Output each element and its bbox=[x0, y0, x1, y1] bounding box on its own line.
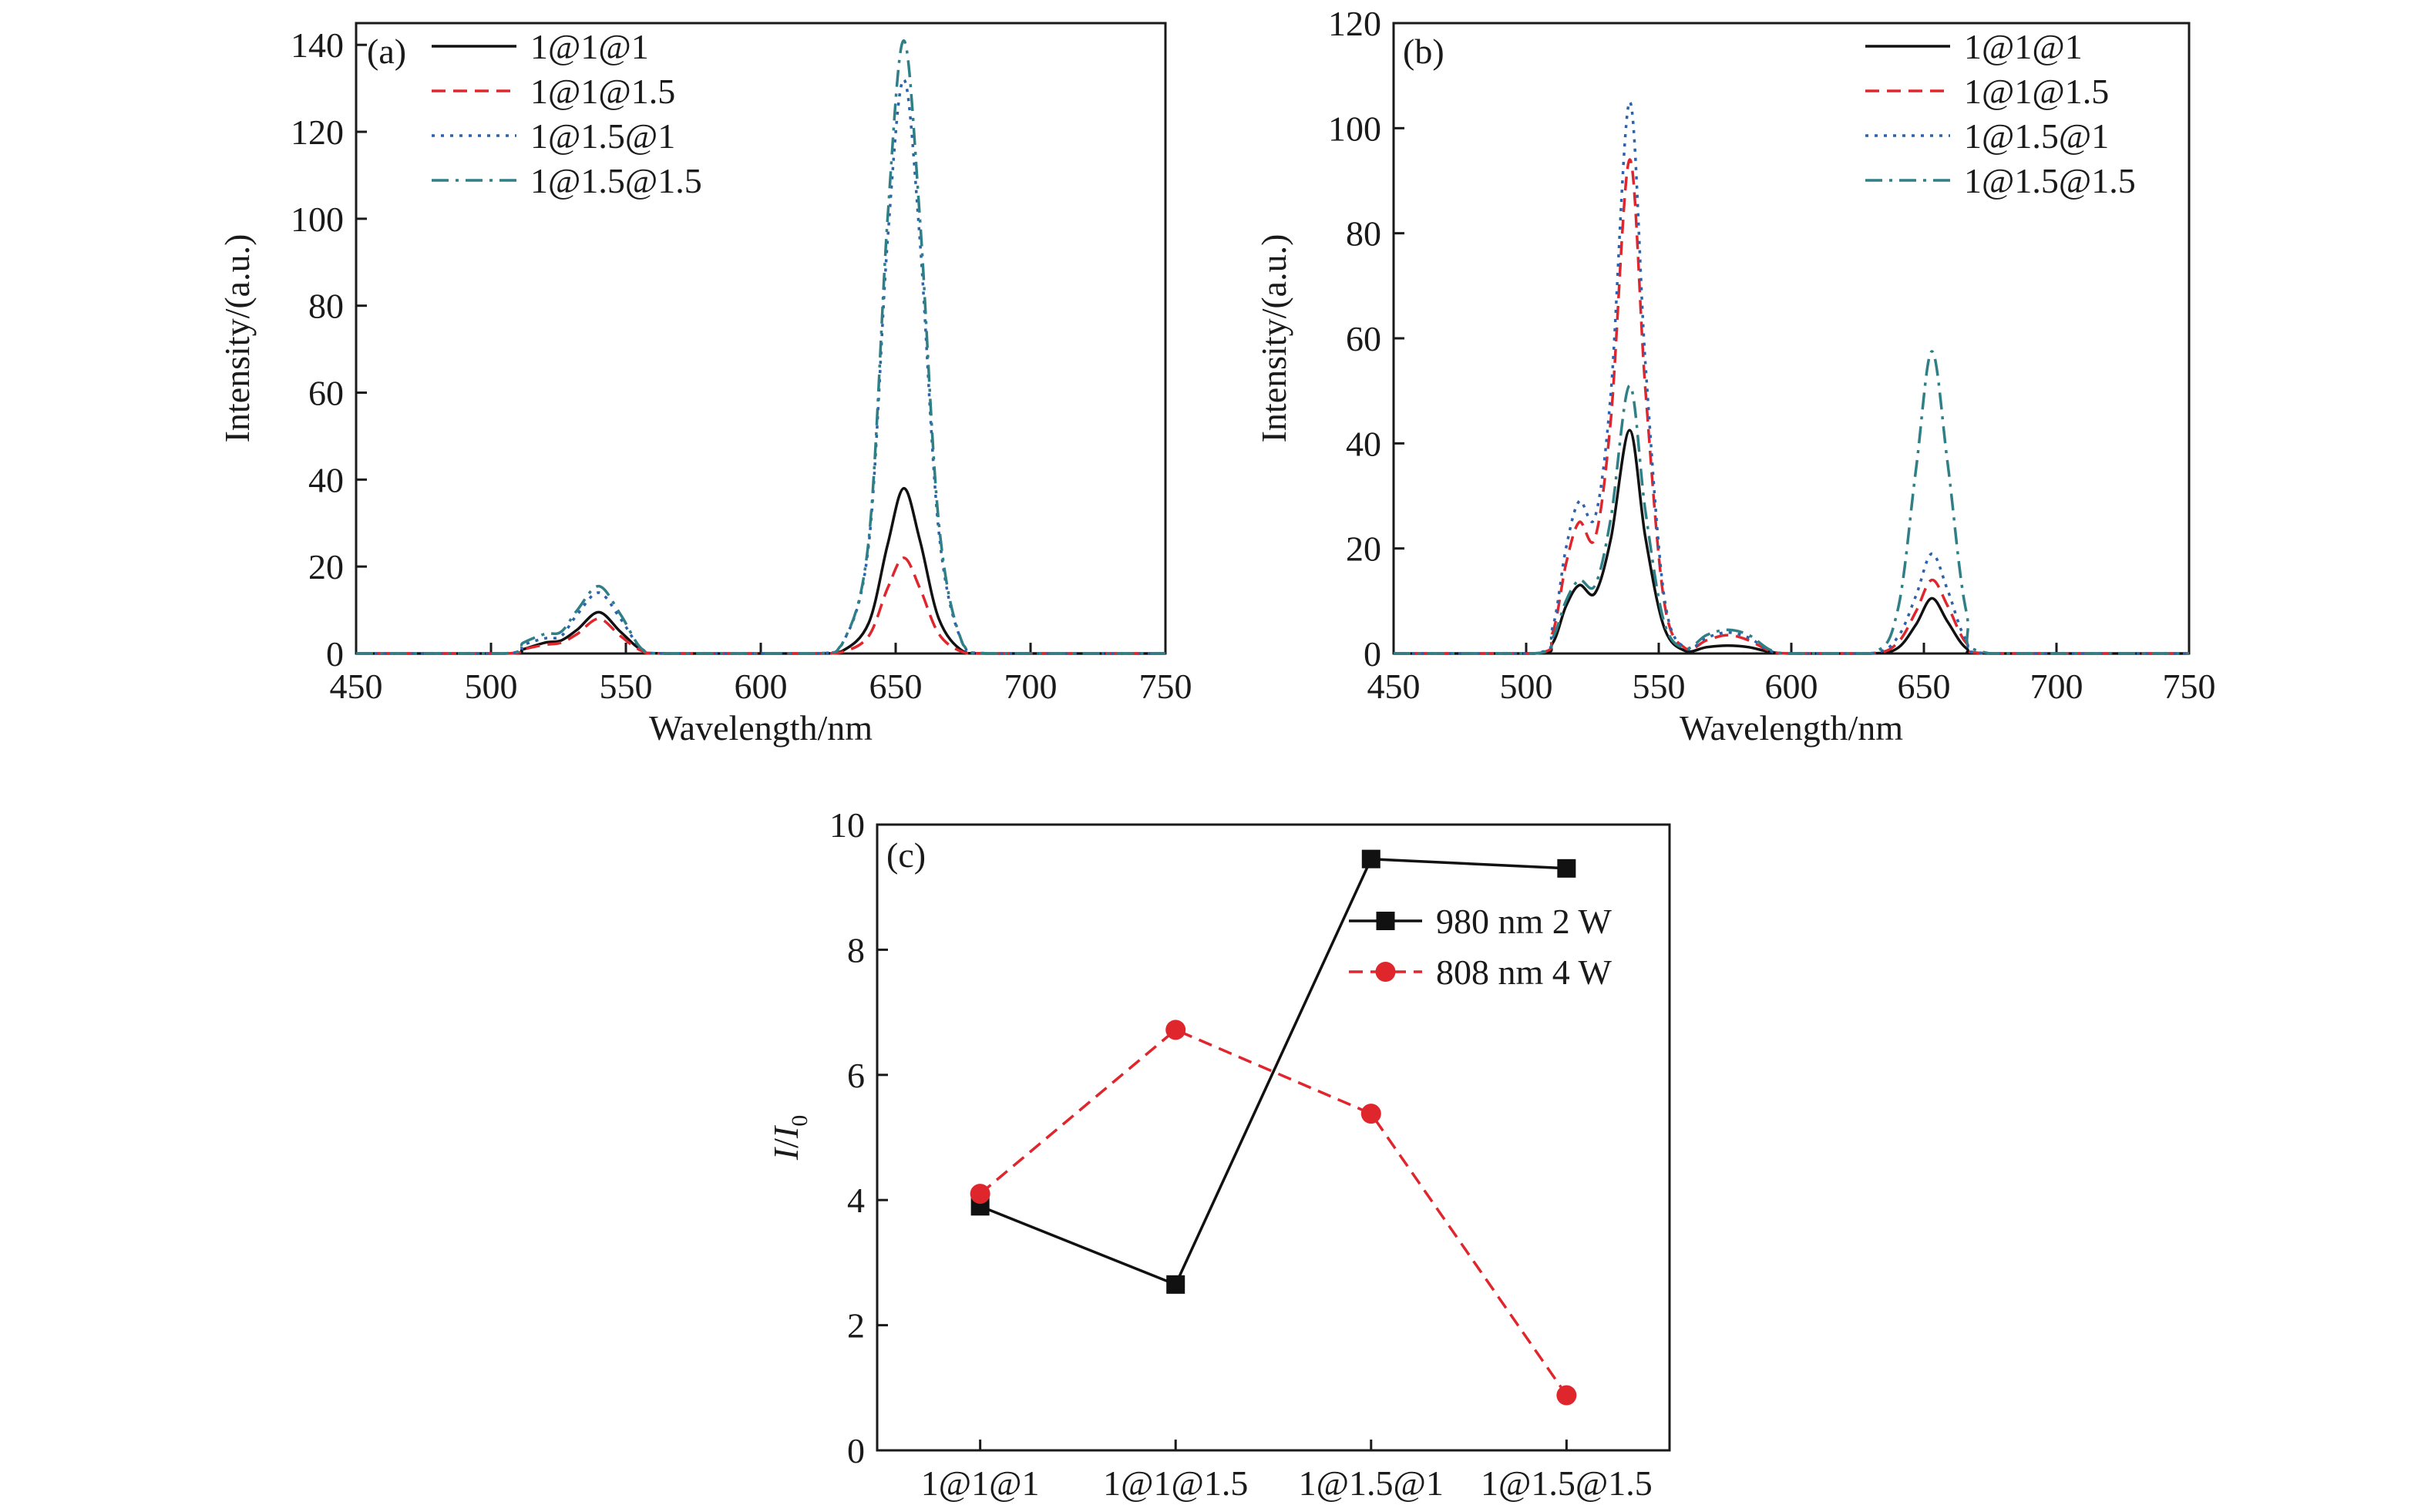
x-tick-label: 550 bbox=[1633, 667, 1686, 706]
chart-b-ticks: 0 20 40 60 80 100 120 450 500 550 600 650 700 750 bbox=[1328, 4, 2216, 706]
chart-panel-b: 0 20 40 60 80 100 120 450 500 550 600 650 700 750 (b)… bbox=[1254, 4, 2216, 748]
series-line bbox=[1394, 158, 2189, 655]
x-tick-label: 1@1@1.5 bbox=[1103, 1463, 1248, 1503]
y-tick-label: 120 bbox=[1328, 4, 1381, 43]
data-point-marker bbox=[1165, 1020, 1186, 1040]
x-tick-label: 1@1.5@1 bbox=[1299, 1463, 1444, 1503]
legend-label: 1@1@1.5 bbox=[1964, 72, 2109, 111]
y-tick-label: 100 bbox=[291, 200, 344, 239]
chart-b-y-axis-title: Intensity/(a.u.) bbox=[1254, 234, 1293, 443]
y-axis-title-main: I bbox=[766, 1146, 805, 1161]
chart-c-lines bbox=[970, 849, 1577, 1406]
chart-c-y-axis-title: I/I0 bbox=[766, 1115, 812, 1161]
chart-a-y-axis-title: Intensity/(a.u.) bbox=[217, 234, 257, 443]
data-point-marker bbox=[1556, 1385, 1577, 1406]
data-point-marker bbox=[1361, 849, 1380, 869]
x-tick-label: 750 bbox=[2163, 667, 2216, 706]
legend-label: 1@1@1.5 bbox=[530, 72, 675, 111]
legend-label: 1@1@1 bbox=[1964, 27, 2083, 66]
x-tick-label: 1@1@1 bbox=[921, 1463, 1040, 1503]
y-tick-label: 140 bbox=[291, 25, 344, 65]
legend-marker bbox=[1376, 912, 1395, 930]
y-tick-label: 40 bbox=[1346, 424, 1381, 463]
y-tick-label: 120 bbox=[291, 113, 344, 152]
chart-a-ticks: 0 20 40 60 80 100 120 140 450 500 550 600 650 700 750 bbox=[291, 25, 1192, 706]
legend-label: 808 nm 4 W bbox=[1436, 953, 1612, 992]
y-tick-label: 60 bbox=[1346, 319, 1381, 358]
chart-c-plot-frame bbox=[876, 823, 1671, 1452]
y-axis-title-separator: / bbox=[766, 1138, 805, 1148]
series-line bbox=[356, 486, 1165, 655]
y-tick-label: 20 bbox=[1346, 529, 1381, 569]
chart-a-x-axis-title: Wavelength/nm bbox=[649, 708, 873, 748]
x-tick-label: 1@1.5@1.5 bbox=[1481, 1463, 1653, 1503]
chart-a-panel-label: (a) bbox=[367, 32, 406, 71]
series-line bbox=[356, 39, 1165, 655]
y-tick-label: 2 bbox=[847, 1306, 865, 1346]
y-tick-label: 4 bbox=[847, 1181, 865, 1220]
x-tick-label: 650 bbox=[1898, 667, 1951, 706]
chart-c-ticks: 0 2 4 6 8 10 1@1@1 1@1@1.5 1@1.5@1 1@1.5@1.5 bbox=[829, 805, 1653, 1503]
series-line bbox=[979, 1028, 1568, 1396]
x-tick-label: 750 bbox=[1139, 667, 1192, 706]
data-point-marker bbox=[1166, 1275, 1185, 1294]
chart-a-legend: 1@1@1 1@1@1.5 1@1.5@1 1@1.5@1.5 bbox=[432, 27, 702, 200]
series-line bbox=[979, 857, 1567, 1286]
x-tick-label: 700 bbox=[1004, 667, 1058, 706]
x-tick-label: 550 bbox=[600, 667, 653, 706]
legend-marker bbox=[1375, 962, 1396, 982]
chart-a-plot-frame bbox=[355, 22, 1167, 655]
data-point-marker bbox=[1557, 858, 1576, 878]
series-line bbox=[1394, 100, 2189, 655]
chart-b-lines bbox=[1394, 100, 2189, 655]
chart-b-panel-label: (b) bbox=[1403, 32, 1444, 71]
series-line bbox=[1394, 428, 2189, 655]
x-tick-label: 450 bbox=[1367, 667, 1421, 706]
series-line bbox=[356, 556, 1165, 655]
chart-b-legend: 1@1@1 1@1@1.5 1@1.5@1 1@1.5@1.5 bbox=[1865, 27, 2136, 200]
x-tick-label: 600 bbox=[1765, 667, 1818, 706]
legend-label: 1@1.5@1 bbox=[530, 116, 675, 156]
y-axis-title-base: I bbox=[766, 1124, 805, 1139]
y-axis-title-subscript: 0 bbox=[787, 1115, 812, 1127]
x-tick-label: 500 bbox=[465, 667, 518, 706]
y-tick-label: 10 bbox=[829, 805, 865, 845]
legend-label: 1@1.5@1 bbox=[1964, 116, 2109, 156]
chart-c-panel-label: (c) bbox=[886, 835, 926, 875]
legend-label: 980 nm 2 W bbox=[1436, 902, 1612, 941]
chart-c-legend: 980 nm 2 W 808 nm 4 W bbox=[1349, 902, 1612, 992]
y-tick-label: 40 bbox=[308, 460, 344, 499]
y-tick-label: 0 bbox=[1364, 634, 1381, 674]
legend-label: 1@1@1 bbox=[530, 27, 649, 66]
y-tick-label: 6 bbox=[847, 1056, 865, 1095]
y-tick-label: 8 bbox=[847, 930, 865, 969]
x-tick-label: 700 bbox=[2030, 667, 2083, 706]
x-tick-label: 450 bbox=[330, 667, 383, 706]
x-tick-label: 600 bbox=[735, 667, 788, 706]
x-tick-label: 500 bbox=[1500, 667, 1553, 706]
y-tick-label: 100 bbox=[1328, 109, 1381, 148]
chart-a-lines bbox=[356, 39, 1165, 655]
chart-b-x-axis-title: Wavelength/nm bbox=[1680, 708, 1903, 748]
y-tick-label: 0 bbox=[326, 634, 344, 674]
data-point-marker bbox=[1360, 1104, 1381, 1124]
legend-label: 1@1.5@1.5 bbox=[530, 161, 702, 200]
y-tick-label: 0 bbox=[847, 1431, 865, 1470]
series-line bbox=[356, 78, 1165, 655]
legend-label: 1@1.5@1.5 bbox=[1964, 161, 2136, 200]
y-tick-label: 80 bbox=[1346, 214, 1381, 254]
series-line bbox=[1394, 350, 2189, 655]
y-tick-label: 20 bbox=[308, 547, 344, 586]
x-tick-label: 650 bbox=[869, 667, 923, 706]
y-tick-label: 80 bbox=[308, 287, 344, 326]
data-point-marker bbox=[970, 1184, 990, 1205]
y-tick-label: 60 bbox=[308, 374, 344, 413]
